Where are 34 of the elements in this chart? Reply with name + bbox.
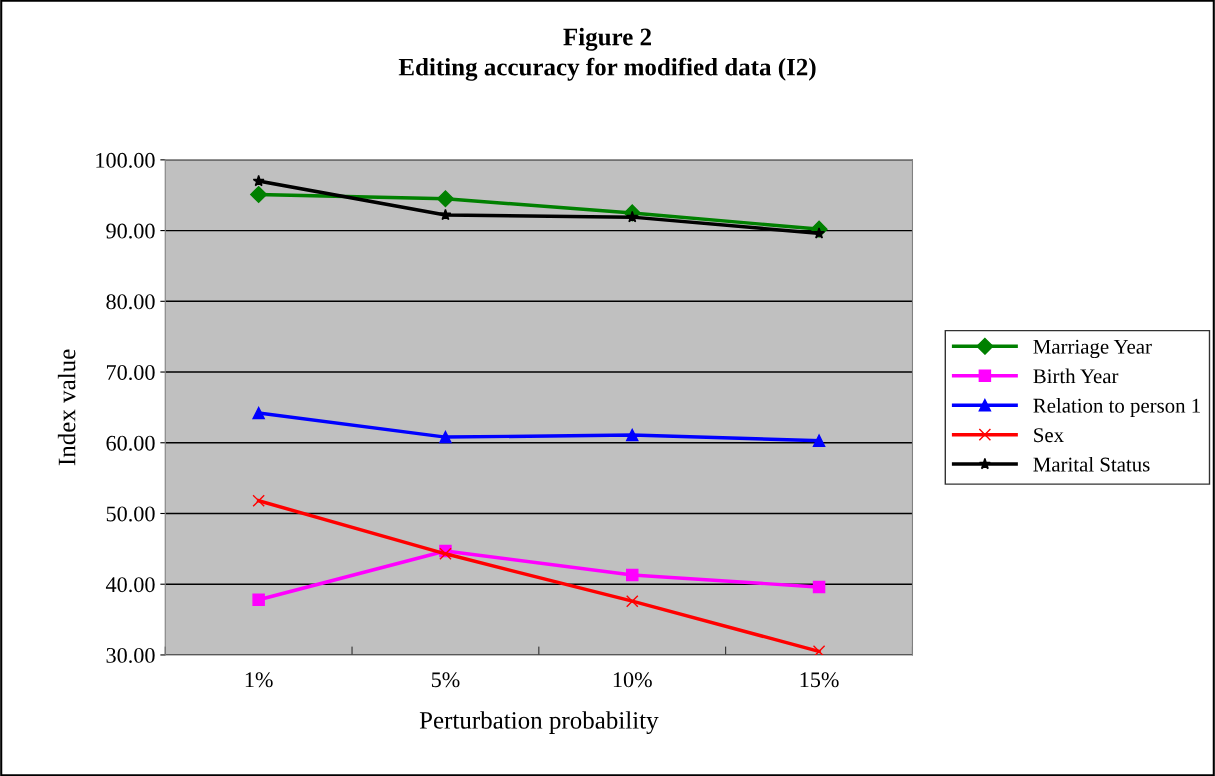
x-axis-title: Perturbation probability bbox=[419, 711, 659, 734]
x-tick-label: 5% bbox=[431, 672, 460, 688]
y-tick-label: 60.00 bbox=[106, 435, 155, 451]
x-tick-label: 15% bbox=[800, 672, 839, 688]
point bbox=[812, 580, 826, 594]
y-tick-label: 40.00 bbox=[105, 577, 155, 593]
point bbox=[626, 428, 639, 442]
y-tick-label: 90.00 bbox=[106, 223, 155, 239]
point bbox=[436, 190, 455, 208]
legend-label: Relation to person 1 bbox=[1033, 398, 1200, 417]
y-tick-label: 30.00 bbox=[106, 647, 155, 663]
point bbox=[626, 594, 639, 608]
legend-label: Birth Year bbox=[1033, 368, 1119, 384]
point bbox=[439, 430, 452, 444]
x-tick-label: 1% bbox=[245, 672, 273, 688]
y-tick-label: 70.00 bbox=[106, 364, 155, 381]
point bbox=[252, 494, 265, 508]
y-tick-label: 50.00 bbox=[106, 506, 155, 522]
point bbox=[252, 174, 265, 187]
legend-label: Sex bbox=[1034, 428, 1064, 443]
y-axis-title: Index value bbox=[57, 349, 76, 466]
y-tick-label: 100.00 bbox=[96, 152, 155, 168]
legend-label: Marriage Year bbox=[1033, 339, 1152, 359]
point bbox=[626, 568, 639, 582]
point bbox=[252, 406, 265, 420]
chart-title: Figure 2 Editing accuracy for modified data (I2) bbox=[398, 27, 816, 81]
point bbox=[252, 593, 265, 607]
y-tick-label: 80.00 bbox=[106, 294, 155, 310]
x-tick-label: 10% bbox=[613, 672, 652, 688]
point bbox=[812, 434, 826, 447]
point bbox=[812, 645, 826, 655]
point bbox=[250, 185, 268, 204]
point bbox=[439, 208, 452, 221]
legend-label: Marital Status bbox=[1033, 456, 1150, 472]
